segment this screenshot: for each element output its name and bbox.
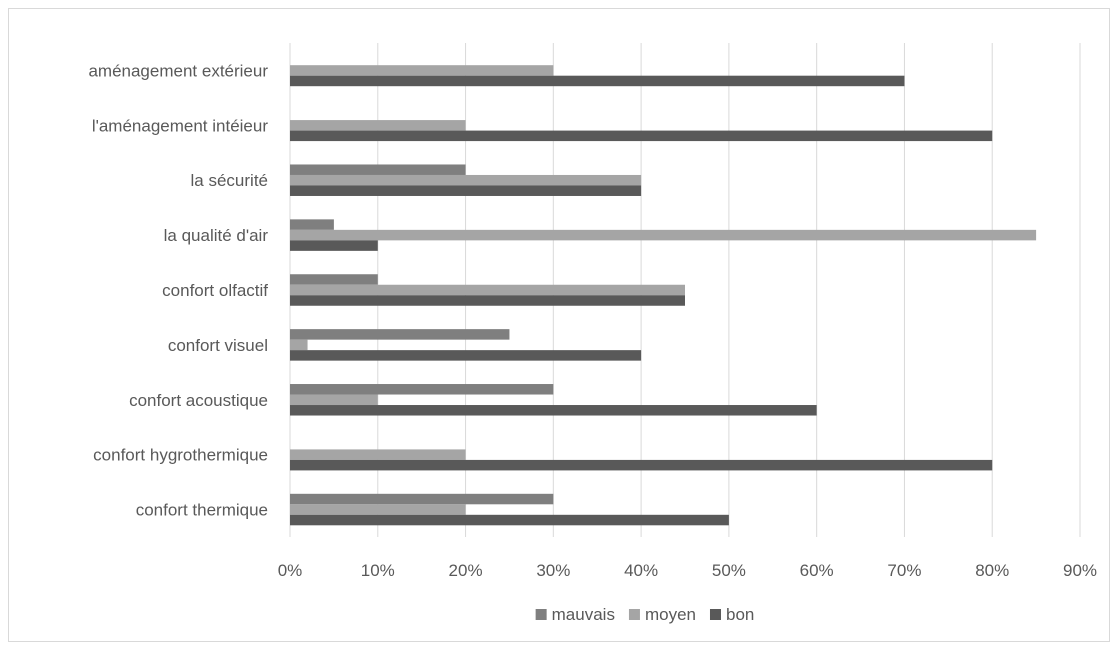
category-label: confort acoustique — [129, 391, 268, 410]
bars — [290, 65, 1037, 526]
bar-mauvais — [290, 329, 510, 340]
category-label: confort visuel — [168, 336, 268, 355]
bar-bon — [290, 130, 993, 142]
legend: mauvais moyen bon — [535, 605, 754, 624]
x-tick-label: 10% — [361, 561, 395, 580]
bar-moyen — [290, 229, 1037, 241]
x-tick-label: 0% — [278, 561, 303, 580]
legend-label: mauvais — [552, 605, 615, 624]
legend-swatch — [628, 609, 640, 620]
bar-mauvais — [290, 274, 378, 285]
category-label: confort hygrothermique — [93, 446, 268, 465]
x-tick-label: 30% — [536, 561, 570, 580]
category-label: confort thermique — [136, 501, 268, 520]
x-tick-label: 40% — [624, 561, 658, 580]
legend-label: bon — [726, 605, 754, 624]
bar-moyen — [290, 394, 378, 406]
bar-bon — [290, 240, 378, 251]
legend-label: moyen — [645, 605, 696, 624]
bar-mauvais — [290, 164, 466, 175]
legend-item: mauvais — [535, 605, 615, 624]
legend-swatch — [709, 609, 721, 620]
x-tick-label: 60% — [800, 561, 834, 580]
x-tick-label: 50% — [712, 561, 746, 580]
legend-swatch — [535, 609, 547, 620]
bar-bon — [290, 514, 729, 526]
chart-frame — [8, 8, 1110, 642]
category-label: aménagement extérieur — [88, 61, 268, 80]
bar-bon — [290, 185, 642, 196]
bar-mauvais — [290, 384, 554, 395]
bar-bon — [290, 459, 993, 471]
category-label: la qualité d'air — [164, 226, 269, 245]
legend-item: bon — [709, 605, 754, 624]
bar-moyen — [290, 284, 685, 296]
bar-mauvais — [290, 493, 554, 505]
bar-bon — [290, 350, 642, 361]
x-tick-label: 90% — [1063, 561, 1097, 580]
bar-bon — [290, 295, 685, 306]
legend-item: moyen — [628, 605, 696, 624]
x-tick-label: 70% — [887, 561, 921, 580]
bar-moyen — [290, 120, 466, 131]
bar-moyen — [290, 339, 308, 351]
bar-moyen — [290, 65, 554, 76]
x-tick-label: 80% — [975, 561, 1009, 580]
category-label: l'aménagement intéieur — [92, 116, 269, 135]
bar-mauvais — [290, 219, 334, 230]
bar-moyen — [290, 504, 466, 515]
bar-moyen — [290, 174, 642, 186]
category-label: la sécurité — [191, 171, 268, 190]
bar-bon — [290, 405, 817, 416]
bar-bon — [290, 75, 905, 87]
x-tick-label: 20% — [449, 561, 483, 580]
bar-moyen — [290, 449, 466, 460]
x-tick-labels: 0% 10% 20% 30% 40% 50% 60% 70% 80% 90% — [278, 561, 1097, 580]
category-labels: aménagement extérieur l'aménagement intéi… — [88, 61, 268, 519]
category-label: confort olfactif — [162, 281, 268, 300]
